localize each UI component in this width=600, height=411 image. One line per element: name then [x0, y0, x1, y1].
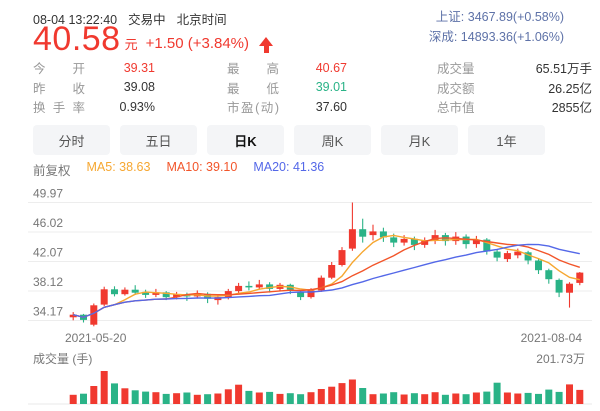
- index-shanghai: 上证: 3467.89(+0.58%): [435, 10, 564, 24]
- stat-low: 最低 39.01: [227, 80, 347, 96]
- tab-minute[interactable]: 分时: [33, 125, 110, 155]
- tab-monthly-k[interactable]: 月K: [381, 125, 458, 155]
- ma-legend-bar: 前复权 MA5: 38.63 MA10: 39.10 MA20: 41.36: [33, 160, 324, 179]
- kline-chart-canvas[interactable]: 49.97 46.02 42.07 38.12 34.17: [0, 182, 600, 332]
- price-up-arrow-icon: [259, 37, 274, 53]
- stat-pe-ratio: 市盈(动) 37.60: [227, 99, 347, 116]
- volume-max-label: 201.73万: [536, 352, 585, 366]
- ma20-label: MA20: 41.36: [253, 160, 325, 174]
- tab-weekly-k[interactable]: 周K: [294, 125, 371, 155]
- x-axis-label-start: 2021-05-20: [65, 331, 127, 345]
- x-axis: 2021-05-20 2021-08-04: [0, 331, 600, 345]
- svg-text:38.12: 38.12: [33, 275, 63, 289]
- price-row: 40.58 元 +1.50 (+3.84%): [33, 20, 274, 58]
- stat-market-cap: 总市值 2855亿: [437, 101, 592, 116]
- quote-header: 08-04 13:22:40 交易中 北京时间: [33, 9, 238, 28]
- stat-prev-close: 昨收 39.08: [33, 80, 155, 96]
- market-status: 交易中: [128, 13, 166, 27]
- quote-time: 08-04 13:22:40: [33, 13, 118, 27]
- index-shenzhen: 深成: 14893.36(+1.06%): [428, 30, 564, 44]
- svg-text:42.07: 42.07: [33, 246, 63, 260]
- stat-amount: 成交额 26.25亿: [437, 81, 592, 96]
- ma10-label: MA10: 39.10: [166, 160, 238, 174]
- svg-text:34.17: 34.17: [33, 305, 63, 319]
- stat-volume: 成交量 65.51万手: [437, 62, 592, 77]
- tab-5day[interactable]: 五日: [120, 125, 197, 155]
- current-price: 40.58: [33, 20, 121, 58]
- timezone-label: 北京时间: [176, 13, 227, 27]
- ma5-label: MA5: 38.63: [86, 160, 151, 174]
- price-unit: 元: [124, 37, 138, 52]
- x-axis-label-end: 2021-08-04: [520, 331, 582, 345]
- volume-title: 成交量 (手): [33, 352, 93, 366]
- volume-header: 成交量 (手) 201.73万: [0, 350, 600, 366]
- svg-text:49.97: 49.97: [33, 187, 63, 201]
- volume-chart-canvas[interactable]: [0, 368, 600, 410]
- tab-daily-k[interactable]: 日K: [207, 125, 284, 155]
- price-change: +1.50 (+3.84%): [145, 35, 250, 52]
- stat-high: 最高 40.67: [227, 60, 347, 77]
- stat-today-open: 今开 39.31: [33, 60, 155, 77]
- period-tabs: 分时 五日 日K 周K 月K 1年: [33, 125, 545, 155]
- svg-text:46.02: 46.02: [33, 216, 63, 230]
- adjust-mode-toggle[interactable]: 前复权: [33, 164, 71, 178]
- market-indices: 上证: 3467.89(+0.58%) 深成: 14893.36(+1.06%): [429, 7, 564, 47]
- stat-turnover-rate: 换手率 0.93%: [33, 99, 155, 116]
- tab-1year[interactable]: 1年: [468, 125, 545, 155]
